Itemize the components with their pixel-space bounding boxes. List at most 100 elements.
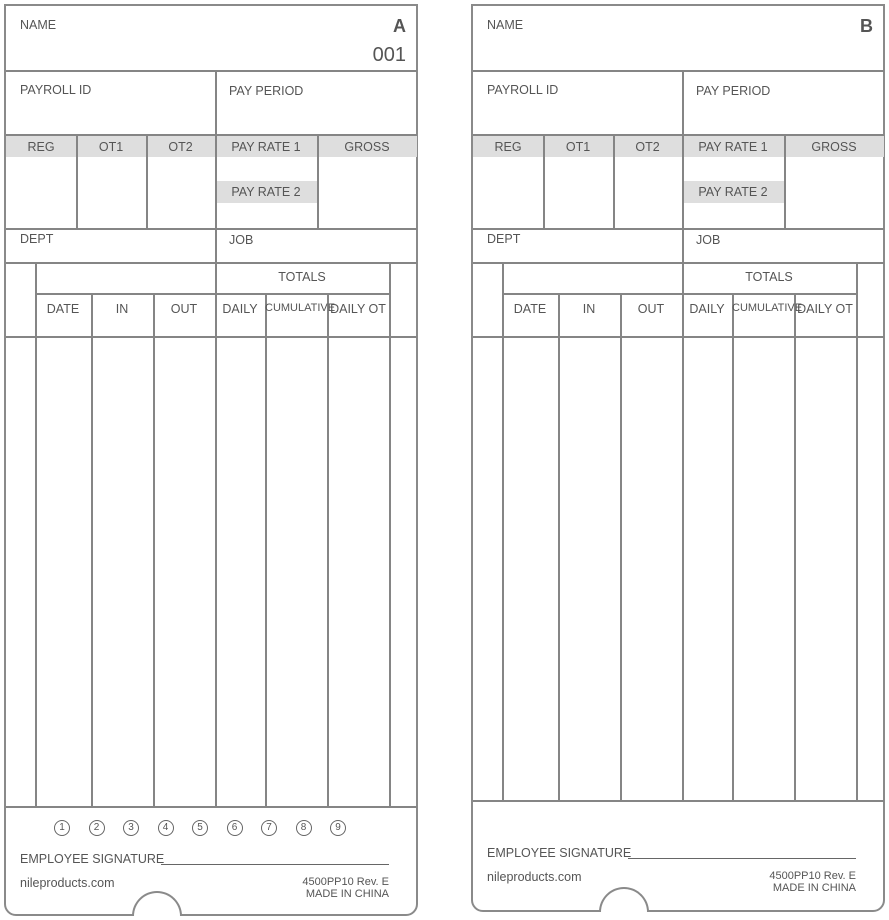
ot2-label: OT2 <box>168 140 193 154</box>
pay-rate-2-label: PAY RATE 2 <box>698 185 768 199</box>
payroll-id-label: PAYROLL ID <box>20 83 92 97</box>
rule <box>682 228 684 262</box>
card-letter: B <box>860 16 873 36</box>
rule <box>620 293 622 800</box>
day-marker-1: 1 <box>54 820 70 836</box>
ot2-label: OT2 <box>635 140 660 154</box>
day-marker-9: 9 <box>330 820 346 836</box>
rule <box>784 134 786 228</box>
gross-label: GROSS <box>344 140 390 154</box>
gross-label: GROSS <box>811 140 857 154</box>
rule <box>473 336 884 338</box>
dept-label: DEPT <box>487 232 521 246</box>
rule <box>6 806 417 808</box>
rule <box>153 293 155 806</box>
rule <box>317 134 319 228</box>
time-card-b: NAME B PAYROLL ID PAY PERIOD REG OT1 OT2 PAY RA… <box>471 4 885 912</box>
rule <box>146 134 148 228</box>
website: nileproducts.com <box>487 870 582 884</box>
job-label: JOB <box>229 233 254 247</box>
day-marker-8: 8 <box>295 820 312 836</box>
rule <box>613 134 615 228</box>
column-header-date: DATE <box>46 302 80 316</box>
rule <box>502 262 504 800</box>
rule <box>473 134 884 136</box>
column-header-cumulative: CUMULATIVE <box>265 302 336 314</box>
totals-label: TOTALS <box>745 270 793 284</box>
column-header-daily-ot: DAILY OT <box>797 302 853 316</box>
payroll-id-label: PAYROLL ID <box>487 83 559 97</box>
employee-signature-label: EMPLOYEE SIGNATURE <box>20 852 165 866</box>
rule <box>6 336 417 338</box>
day-marker-5: 5 <box>192 820 208 836</box>
rule <box>6 70 417 72</box>
signature-line[interactable] <box>161 864 389 865</box>
form-code: 4500PP10 Rev. E <box>302 876 389 888</box>
header-band <box>473 136 884 157</box>
rule <box>682 70 684 228</box>
column-header-daily: DAILY <box>689 302 725 316</box>
reg-label: REG <box>494 140 522 154</box>
rule <box>215 70 217 228</box>
column-header-out: OUT <box>170 302 198 316</box>
made-in: MADE IN CHINA <box>305 888 389 900</box>
rule <box>6 228 417 230</box>
rule <box>6 262 417 264</box>
column-header-cumulative: CUMULATIVE <box>732 302 803 314</box>
rule <box>327 293 329 806</box>
card-number: 001 <box>372 44 406 66</box>
rule <box>682 262 684 800</box>
name-label: NAME <box>487 18 524 32</box>
dept-label: DEPT <box>20 232 54 246</box>
rule <box>732 293 734 800</box>
rule <box>6 134 417 136</box>
made-in: MADE IN CHINA <box>772 882 856 894</box>
rule <box>558 293 560 800</box>
day-marker-3: 3 <box>123 820 139 836</box>
pay-rate-2-band <box>215 181 317 203</box>
clock-notch <box>132 891 182 916</box>
pay-rate-1-label: PAY RATE 1 <box>231 140 301 154</box>
name-label: NAME <box>20 18 57 32</box>
rule <box>215 228 217 262</box>
job-label: JOB <box>696 233 721 247</box>
rule <box>76 134 78 228</box>
clock-notch <box>599 887 649 912</box>
rule <box>473 800 884 802</box>
rule <box>215 262 217 806</box>
rule <box>543 134 545 228</box>
ot1-label: OT1 <box>98 140 124 154</box>
column-header-out: OUT <box>637 302 665 316</box>
column-header-in: IN <box>115 302 129 316</box>
header-band <box>6 136 417 157</box>
rule <box>794 293 796 800</box>
rule <box>265 293 267 806</box>
pay-rate-2-band <box>682 181 784 203</box>
day-marker-2: 2 <box>88 820 105 836</box>
website: nileproducts.com <box>20 876 115 890</box>
signature-line[interactable] <box>628 858 856 859</box>
rule <box>91 293 93 806</box>
rule <box>389 262 391 806</box>
ot1-label: OT1 <box>565 140 591 154</box>
column-header-date: DATE <box>513 302 547 316</box>
form-code: 4500PP10 Rev. E <box>769 870 856 882</box>
rule <box>473 70 884 72</box>
rule <box>502 293 856 295</box>
pay-period-label: PAY PERIOD <box>696 84 771 98</box>
time-card-a: NAME A 001 PAYROLL ID PAY PERIOD REG OT1 OT2 PAY… <box>4 4 418 916</box>
column-header-daily-ot: DAILY OT <box>330 302 386 316</box>
column-header-in: IN <box>582 302 596 316</box>
card-letter: A <box>393 16 406 36</box>
day-marker-4: 4 <box>157 820 174 836</box>
rule <box>473 228 884 230</box>
pay-period-label: PAY PERIOD <box>229 84 304 98</box>
day-marker-7: 7 <box>261 820 277 836</box>
employee-signature-label: EMPLOYEE SIGNATURE <box>487 846 632 860</box>
rule <box>473 262 884 264</box>
rule <box>856 262 858 800</box>
pay-rate-2-label: PAY RATE 2 <box>231 185 301 199</box>
pay-rate-1-label: PAY RATE 1 <box>698 140 768 154</box>
rule <box>35 262 37 806</box>
day-marker-6: 6 <box>226 820 243 836</box>
